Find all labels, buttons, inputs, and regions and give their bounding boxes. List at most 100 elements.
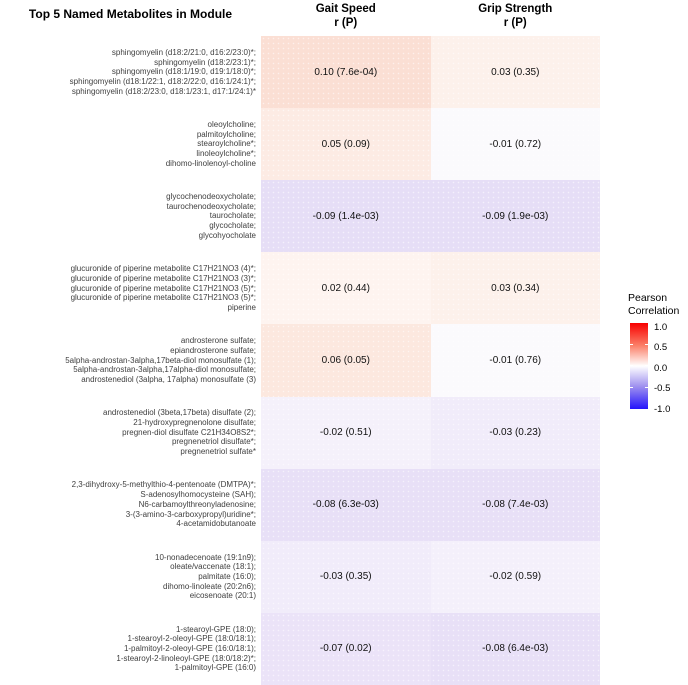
heatmap-cell-grip: -0.08 (7.4e-03) bbox=[430, 468, 600, 541]
column-header-gait-speed: Gait Speed r (P) bbox=[261, 0, 431, 36]
metabolite-name: glycochenodeoxycholate; bbox=[166, 192, 256, 202]
heatmap-cell-gait: 0.10 (7.6e-04) bbox=[261, 36, 431, 109]
metabolite-name: oleoylcholine; bbox=[207, 119, 256, 129]
metabolite-name: glucuronide of piperine metabolite C17H2… bbox=[70, 283, 256, 293]
colorbar-tick bbox=[630, 387, 648, 388]
cell-value: -0.03 (0.35) bbox=[319, 571, 372, 583]
colorbar bbox=[630, 323, 648, 409]
metabolite-name: pregnen-diol disulfate C21H34O8S2*; bbox=[122, 427, 256, 437]
metabolite-name: sphingomyelin (d18:2/23:1)*; bbox=[154, 57, 256, 67]
cell-value: -0.08 (6.4e-03) bbox=[482, 643, 549, 655]
metabolite-name: taurochenodeoxycholate; bbox=[166, 201, 256, 211]
column-header-label: Gait Speed bbox=[315, 3, 376, 15]
metabolite-name: glycohyocholate bbox=[198, 230, 256, 240]
metabolite-group-labels: androsterone sulfate; epiandrosterone su… bbox=[0, 324, 261, 396]
colorbar-tick-label: -0.5 bbox=[654, 383, 671, 394]
metabolite-name: stearoylcholine*; bbox=[197, 139, 256, 149]
metabolite-group-labels: glucuronide of piperine metabolite C17H2… bbox=[0, 252, 261, 324]
metabolite-name: 21-hydroxypregnenolone disulfate; bbox=[133, 418, 256, 428]
metabolite-name: glucuronide of piperine metabolite C17H2… bbox=[70, 273, 256, 283]
heatmap-cell-grip: -0.09 (1.9e-03) bbox=[430, 180, 600, 253]
metabolite-name: 2,3-dihydroxy-5-methylthio-4-pentenoate … bbox=[71, 480, 256, 490]
heatmap-cell-gait: -0.02 (0.51) bbox=[261, 396, 431, 469]
heatmap-cell-grip: 0.03 (0.35) bbox=[430, 36, 600, 109]
cell-value: 0.05 (0.09) bbox=[321, 138, 370, 150]
metabolite-name: androstenediol (3beta,17beta) disulfate … bbox=[103, 408, 256, 418]
metabolite-name: S-adenosylhomocysteine (SAH); bbox=[140, 490, 256, 500]
metabolite-name: 4-acetamidobutanoate bbox=[176, 519, 256, 529]
colorbar-tick-label: 1.0 bbox=[654, 322, 668, 333]
heatmap-cell-gait: -0.09 (1.4e-03) bbox=[261, 180, 431, 253]
metabolite-name: 5alpha-androstan-3alpha,17alpha-diol mon… bbox=[73, 365, 256, 375]
cell-value: -0.09 (1.4e-03) bbox=[312, 210, 379, 222]
metabolite-name: 1-palmitoyl-2-oleoyl-GPE (16:0/18:1); bbox=[123, 644, 256, 654]
metabolite-name: 1-stearoyl-2-linoleoyl-GPE (18:0/18:2)*; bbox=[116, 653, 256, 663]
column-header-grip-strength: Grip Strength r (P) bbox=[431, 0, 601, 36]
metabolite-name: 3-(3-amino-3-carboxypropyl)uridine*; bbox=[125, 509, 256, 519]
cell-value: 0.03 (0.34) bbox=[491, 282, 540, 294]
heatmap-cell-grip: -0.01 (0.76) bbox=[430, 324, 600, 397]
legend-title-line: Pearson bbox=[628, 292, 668, 304]
metabolite-name: linoleoylcholine*; bbox=[196, 149, 256, 159]
heatmap-cell-gait: 0.05 (0.09) bbox=[261, 108, 431, 181]
cell-value: 0.10 (7.6e-04) bbox=[314, 66, 378, 78]
heatmap-cell-grip: -0.01 (0.72) bbox=[430, 108, 600, 181]
metabolite-name: androsterone sulfate; bbox=[180, 336, 256, 346]
cell-value: -0.02 (0.51) bbox=[319, 427, 372, 439]
metabolite-name: dihomo-linolenoyl-choline bbox=[165, 158, 256, 168]
heatmap-cell-gait: 0.02 (0.44) bbox=[261, 252, 431, 325]
metabolite-name: palmitate (16:0); bbox=[198, 571, 256, 581]
colorbar-tick-label: -1.0 bbox=[654, 404, 671, 415]
metabolite-name: piperine bbox=[227, 302, 256, 312]
metabolite-name: sphingomyelin (d18:2/21:0, d16:2/23:0)*; bbox=[111, 47, 256, 57]
metabolite-group-labels: 2,3-dihydroxy-5-methylthio-4-pentenoate … bbox=[0, 469, 261, 541]
metabolite-name: 1-palmitoyl-GPE (16:0) bbox=[174, 663, 256, 673]
colorbar-area: 1.0 0.5 0.0 -0.5 -1.0 bbox=[628, 323, 688, 419]
cell-value: -0.08 (6.3e-03) bbox=[312, 499, 379, 511]
heatmap-cell-grip: -0.03 (0.23) bbox=[430, 396, 600, 469]
metabolite-name: 5alpha-androstan-3alpha,17beta-diol mono… bbox=[65, 355, 256, 365]
heatmap-cell-gait: -0.03 (0.35) bbox=[261, 540, 431, 613]
heatmap-cell-grip: 0.03 (0.34) bbox=[430, 252, 600, 325]
metabolite-group-labels: glycochenodeoxycholate; taurochenodeoxyc… bbox=[0, 180, 261, 252]
metabolite-group-labels: 10-nonadecenoate (19:1n9); oleate/vaccen… bbox=[0, 541, 261, 613]
heatmap-cell-gait: -0.08 (6.3e-03) bbox=[261, 468, 431, 541]
heatmap-cell-grip: -0.02 (0.59) bbox=[430, 540, 600, 613]
colorbar-tick bbox=[630, 344, 648, 345]
cell-value: -0.01 (0.76) bbox=[489, 354, 542, 366]
column-header-sublabel: r (P) bbox=[334, 16, 358, 29]
metabolite-name: sphingomyelin (d18:2/23:0, d18:1/23:1, d… bbox=[71, 86, 256, 96]
heatmap-grid: Top 5 Named Metabolites in Module Gait S… bbox=[0, 0, 601, 685]
metabolite-name: palmitoylcholine; bbox=[196, 129, 256, 139]
cell-value: -0.01 (0.72) bbox=[489, 138, 542, 150]
metabolite-name: pregnenetriol disulfate*; bbox=[171, 437, 256, 447]
colorbar-tick bbox=[630, 365, 648, 366]
cell-value: -0.08 (7.4e-03) bbox=[482, 499, 549, 511]
cell-value: 0.06 (0.05) bbox=[321, 354, 370, 366]
metabolite-name: glycocholate; bbox=[209, 221, 256, 231]
metabolite-group-labels: 1-stearoyl-GPE (18:0); 1-stearoyl-2-oleo… bbox=[0, 613, 261, 685]
metabolite-name: 1-stearoyl-GPE (18:0); bbox=[175, 624, 256, 634]
metabolite-name: glucuronide of piperine metabolite C17H2… bbox=[70, 264, 256, 274]
cell-value: 0.03 (0.35) bbox=[491, 66, 540, 78]
metabolite-name: eicosenoate (20:1) bbox=[189, 591, 256, 601]
metabolite-name: N6-carbamoylthreonyladenosine; bbox=[138, 499, 256, 509]
metabolite-group-labels: androstenediol (3beta,17beta) disulfate … bbox=[0, 397, 261, 469]
heatmap-cell-gait: 0.06 (0.05) bbox=[261, 324, 431, 397]
heatmap-cell-gait: -0.07 (0.02) bbox=[261, 612, 431, 685]
metabolite-name: taurocholate; bbox=[209, 211, 256, 221]
metabolite-name: dihomo-linoleate (20:2n6); bbox=[163, 581, 256, 591]
cell-value: -0.09 (1.9e-03) bbox=[482, 210, 549, 222]
legend-title-line: Correlation bbox=[628, 305, 680, 317]
cell-value: -0.02 (0.59) bbox=[489, 571, 542, 583]
metabolite-name: sphingomyelin (d18:1/19:0, d19:1/18:0)*; bbox=[111, 67, 256, 77]
cell-value: 0.02 (0.44) bbox=[321, 282, 370, 294]
cell-value: -0.03 (0.23) bbox=[489, 427, 542, 439]
metabolite-name: glucuronide of piperine metabolite C17H2… bbox=[70, 293, 256, 303]
metabolite-name: epiandrosterone sulfate; bbox=[170, 345, 256, 355]
legend-title: Pearson Correlation bbox=[628, 292, 688, 318]
metabolite-name: oleate/vaccenate (18:1); bbox=[170, 562, 256, 572]
colorbar-legend: Pearson Correlation 1.0 0.5 0.0 -0.5 -1.… bbox=[628, 292, 688, 419]
metabolite-name: pregnenetriol sulfate* bbox=[180, 447, 256, 457]
metabolite-name: 1-stearoyl-2-oleoyl-GPE (18:0/18:1); bbox=[127, 634, 257, 644]
